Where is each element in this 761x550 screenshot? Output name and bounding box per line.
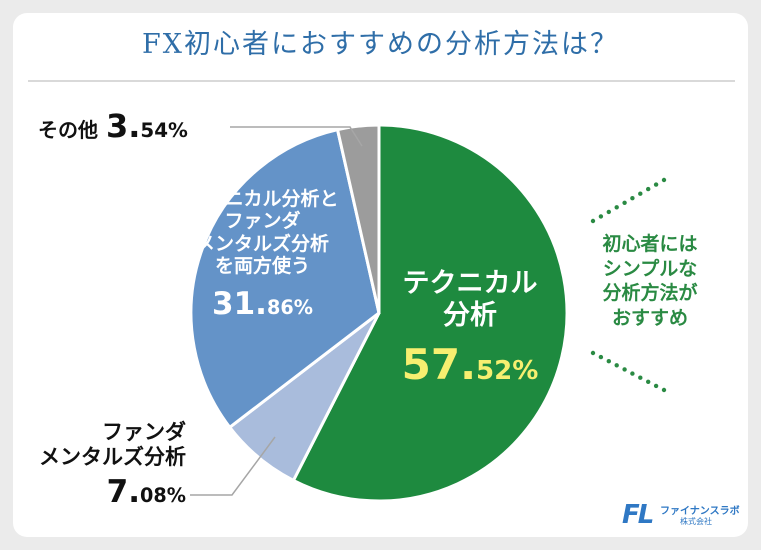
slice-technical bbox=[291, 123, 569, 503]
decor-dot bbox=[598, 354, 604, 360]
label-fundamental-pct: 7.08% bbox=[106, 473, 186, 510]
label-other-pct: 3.54% bbox=[106, 107, 188, 145]
label-both-line4: を両方使う bbox=[214, 255, 310, 278]
decor-dot bbox=[630, 196, 635, 201]
label-both-line3: メンタルズ分析 bbox=[195, 232, 329, 255]
logo-name: ファイナンスラボ bbox=[660, 506, 740, 517]
label-other-name: その他 bbox=[38, 118, 98, 142]
decor-dot bbox=[606, 359, 611, 364]
callout-line1: 初心者には bbox=[602, 233, 698, 255]
label-other: その他 3.54% bbox=[38, 107, 188, 146]
label-both: テクニカル分析と ファンダ メンタルズ分析 を両方使う 31.86% bbox=[160, 188, 365, 322]
decor-dot bbox=[653, 182, 659, 187]
decor-dot bbox=[590, 350, 596, 356]
decor-dot bbox=[646, 186, 651, 192]
callout-line4: おすすめ bbox=[611, 307, 688, 330]
decor-dot bbox=[614, 363, 619, 368]
label-technical: テクニカル 分析 57.52% bbox=[380, 268, 560, 389]
logo-mark: FL bbox=[622, 500, 654, 530]
title-divider bbox=[28, 80, 735, 82]
decor-dot bbox=[661, 387, 667, 393]
decor-dot bbox=[653, 383, 659, 389]
company-logo: FL ファイナンスラボ 株式会社 bbox=[622, 500, 740, 530]
label-both-line2: ファンダ bbox=[224, 210, 301, 233]
leader-line-other bbox=[230, 126, 363, 147]
decor-dot bbox=[622, 367, 627, 372]
decor-dot bbox=[598, 214, 604, 219]
callout-line2: シンプルな bbox=[602, 257, 698, 280]
decor-dot bbox=[646, 379, 651, 384]
label-fundamental: ファンダ メンタルズ分析 7.08% bbox=[20, 420, 186, 510]
label-both-line1: テクニカル分析と bbox=[186, 188, 339, 210]
chart-title: FX初心者におすすめの分析方法は？ bbox=[142, 29, 619, 60]
callout-line3: 分析方法が bbox=[602, 282, 698, 305]
decor-dot bbox=[638, 191, 643, 196]
label-technical-pct: 57.52% bbox=[401, 339, 539, 389]
label-fundamental-line1: ファンダ bbox=[102, 420, 186, 444]
decor-dot bbox=[614, 205, 619, 210]
slice-both bbox=[189, 127, 381, 430]
logo-sub: 株式会社 bbox=[680, 517, 712, 526]
decor-dot bbox=[622, 200, 627, 205]
label-technical-line1: テクニカル bbox=[402, 268, 538, 299]
label-fundamental-line2: メンタルズ分析 bbox=[39, 444, 186, 469]
label-technical-line2: 分析 bbox=[443, 299, 497, 331]
leader-line-fundamental bbox=[190, 436, 276, 496]
recommendation-callout: 初心者には シンプルな 分析方法が おすすめ bbox=[585, 232, 715, 331]
decor-dot bbox=[638, 375, 643, 380]
decor-dot bbox=[606, 209, 611, 215]
decor-dot bbox=[590, 218, 596, 224]
decor-dot bbox=[661, 177, 667, 183]
decor-dot bbox=[630, 371, 635, 376]
slice-other bbox=[335, 123, 381, 314]
label-both-pct: 31.86% bbox=[212, 285, 313, 322]
